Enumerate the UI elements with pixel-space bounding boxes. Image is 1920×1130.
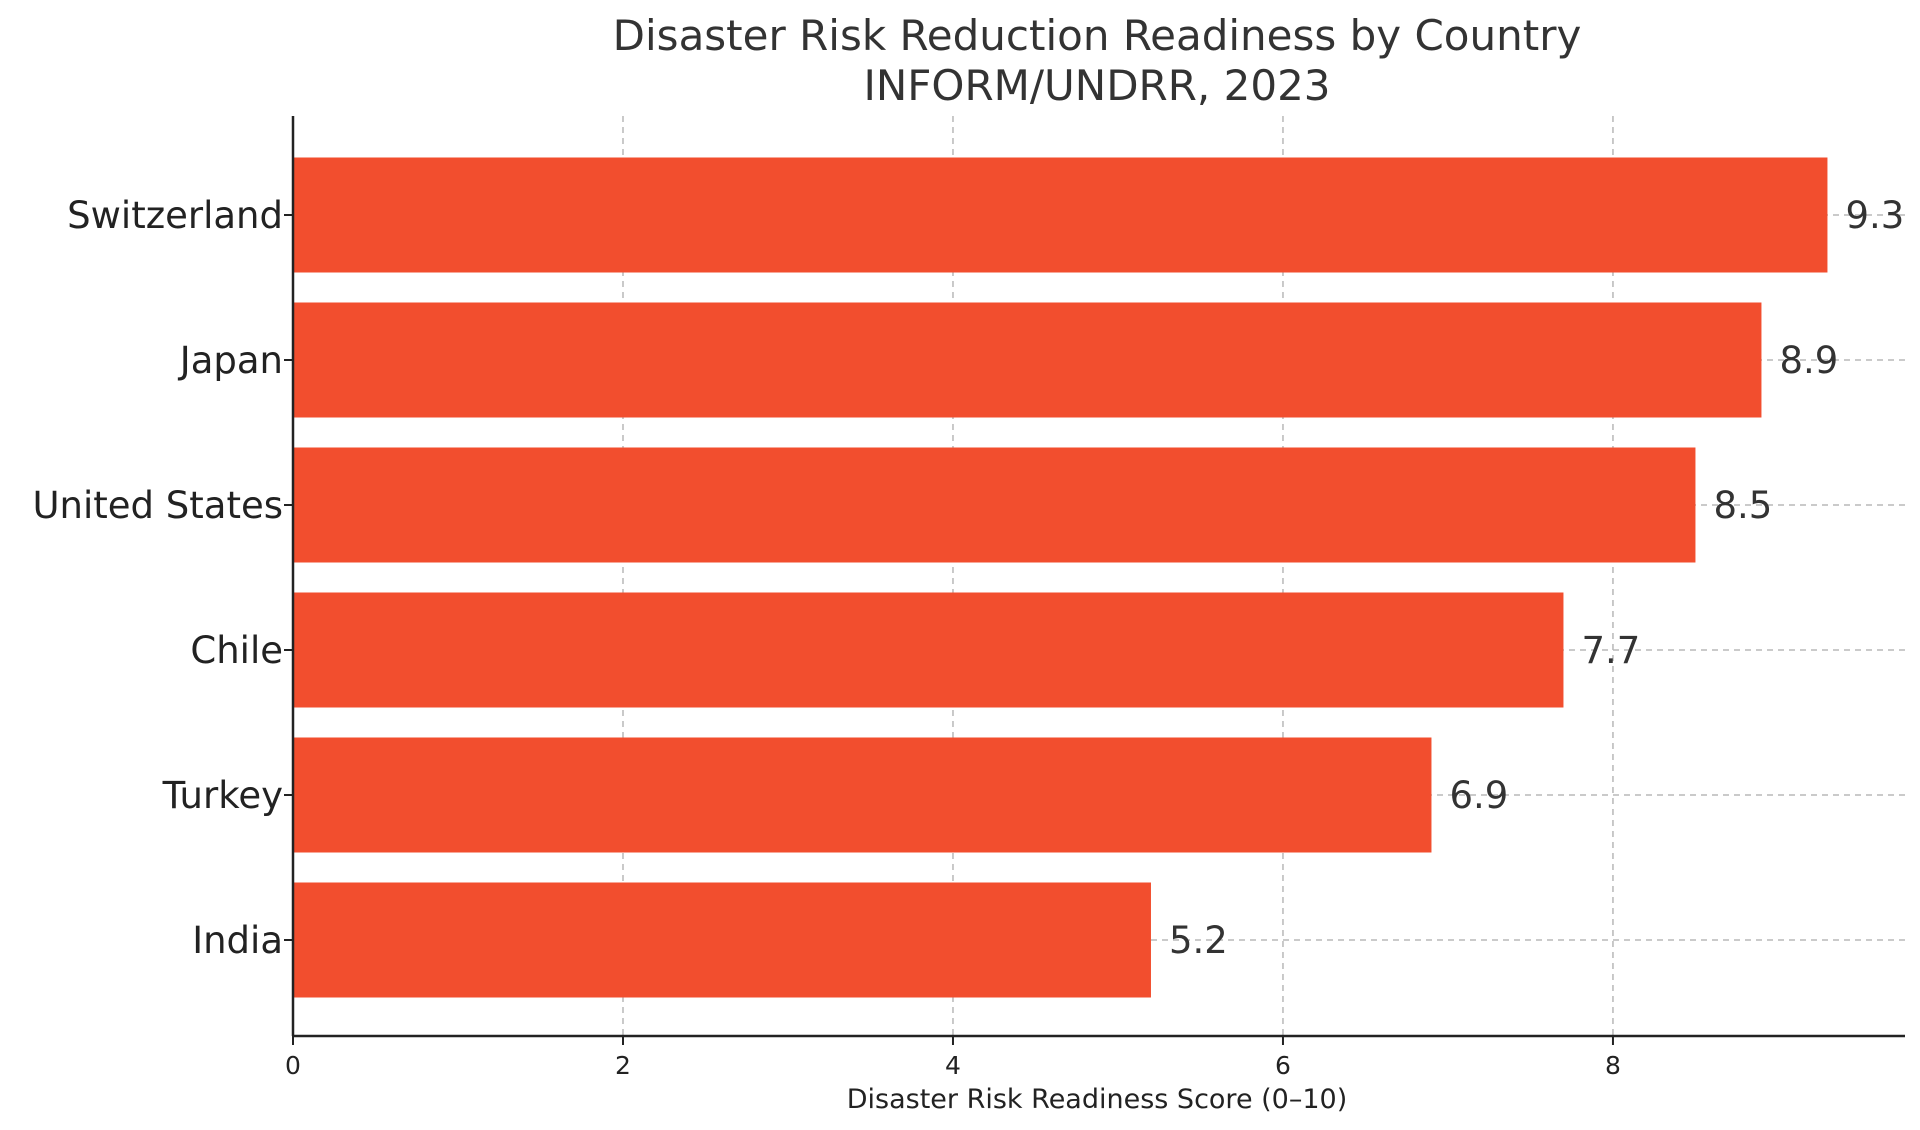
value-label: 5.2 [1169,919,1228,962]
category-label: Switzerland [67,194,283,237]
value-label: 8.5 [1713,484,1772,527]
x-axis-title: Disaster Risk Readiness Score (0–10) [847,1084,1348,1115]
category-label: Chile [190,629,283,672]
bar-united-states [293,447,1696,563]
value-label: 6.9 [1449,774,1508,817]
category-label: Turkey [162,774,283,817]
chart-subtitle: INFORM/UNDRR, 2023 [863,61,1330,110]
x-tick-label: 4 [945,1051,961,1080]
bar-switzerland [293,157,1828,273]
category-label: United States [32,484,283,527]
x-tick-label: 6 [1275,1051,1291,1080]
bar-chile [293,592,1564,708]
value-label: 9.3 [1845,194,1904,237]
chart-title: Disaster Risk Reduction Readiness by Cou… [613,11,1582,60]
category-label: India [192,919,283,962]
x-tick-label: 2 [615,1051,631,1080]
x-tick-label: 0 [285,1051,301,1080]
x-tick-label: 8 [1605,1051,1621,1080]
value-label: 8.9 [1779,339,1838,382]
value-label: 7.7 [1581,629,1640,672]
axes-layer [284,116,1905,1045]
bar-japan [293,302,1762,418]
labels-layer: 0 2 4 6 8 Switzerland 9.3 Japan 8.9 United States… [32,194,1904,1080]
bars-layer [293,157,1828,998]
bar-turkey [293,737,1432,853]
bar-india [293,882,1151,998]
category-label: Japan [178,339,283,382]
